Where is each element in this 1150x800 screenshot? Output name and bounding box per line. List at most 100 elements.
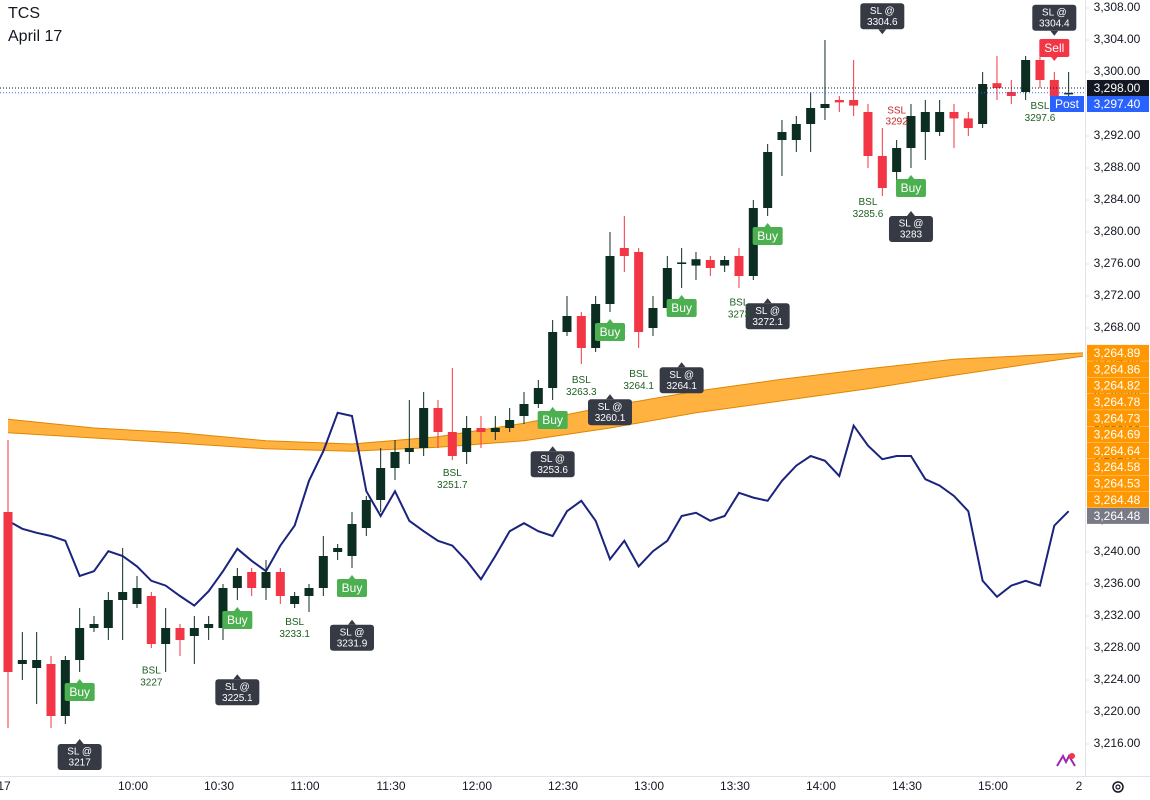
sl-label: SL @ <box>598 402 623 413</box>
candle-body <box>3 512 13 672</box>
buy-box <box>752 227 783 245</box>
sl-value: 3272.1 <box>752 317 783 328</box>
bsl-label: BSL <box>859 197 878 208</box>
gear-hub <box>1115 784 1121 790</box>
ribbon-price-label: 3,264.48 <box>1094 493 1141 507</box>
stop-loss: SL @3225.1 <box>215 674 260 706</box>
sell-box <box>1039 39 1070 57</box>
sl-pointer <box>548 446 557 452</box>
candle-body <box>447 432 457 456</box>
buy-label: Buy <box>671 301 692 315</box>
candle-body <box>920 112 930 132</box>
candle-body <box>419 408 429 448</box>
y-tick-label: 3,216.00 <box>1094 736 1141 750</box>
sl-box <box>860 3 905 30</box>
post-tag-box <box>1050 96 1084 112</box>
candle-body <box>849 100 859 106</box>
x-tick-label: 15:00 <box>978 779 1008 793</box>
buy-label: Buy <box>901 181 922 195</box>
buy-box <box>666 299 697 317</box>
sl-box <box>1032 4 1077 31</box>
buy-label: Buy <box>342 581 363 595</box>
sl-value: 3264.1 <box>666 381 697 392</box>
candle-body <box>232 576 242 588</box>
candle-body <box>32 660 42 668</box>
sl-box <box>329 624 374 651</box>
buy-signal: Buy <box>666 295 697 317</box>
stop-loss: SL @3260.1 <box>587 394 632 426</box>
sl-box <box>215 679 260 706</box>
candle-body <box>834 100 844 103</box>
y-tick-label: 3,308.00 <box>1094 0 1141 14</box>
sl-label: SL @ <box>225 682 250 693</box>
candle-body <box>275 572 285 596</box>
candle-body <box>720 260 730 266</box>
sl-pointer <box>233 674 242 680</box>
candle-body <box>433 408 443 432</box>
candle-body <box>935 112 945 132</box>
candle-body <box>175 628 185 640</box>
buy-pointer <box>548 407 557 412</box>
ribbon-base-price-label: 3,264.48 <box>1094 509 1141 523</box>
sl-pointer <box>75 739 84 744</box>
settings-icon[interactable] <box>1112 781 1124 793</box>
buy-pointer <box>75 679 84 684</box>
buy-label: Buy <box>227 613 248 627</box>
y-tick-label: 3,292.00 <box>1094 128 1141 142</box>
stop-loss: SL @3231.9 <box>329 619 374 651</box>
sl-pointer <box>906 211 915 216</box>
sl-value: 3253.6 <box>537 465 568 476</box>
sl-value: 3304.6 <box>867 17 898 28</box>
ribbon-price-box <box>1087 458 1149 475</box>
ssl-label: SSL <box>887 106 906 117</box>
buy-pointer <box>347 575 356 580</box>
ribbon-price-box <box>1087 361 1149 378</box>
bsl-label: BSL <box>142 666 161 677</box>
sl-value: 3225.1 <box>222 693 253 704</box>
buy-pointer <box>906 175 915 180</box>
candle-body <box>1021 60 1031 92</box>
post-tag: Post <box>1055 97 1080 111</box>
sl-pointer <box>347 619 356 625</box>
candle-body <box>892 148 902 172</box>
candle-body <box>118 592 128 600</box>
candle-body <box>46 664 56 716</box>
sell-pointer <box>1050 56 1059 61</box>
buy-pointer <box>763 223 772 228</box>
ribbon-price-box <box>1087 410 1149 427</box>
buy-box <box>222 611 253 629</box>
bsl-value: 3227 <box>140 678 163 689</box>
buy-signal: Buy <box>537 407 568 429</box>
candle-body <box>763 152 773 208</box>
sl-label: SL @ <box>899 219 924 230</box>
candle-body <box>619 248 629 256</box>
ribbon-fill <box>8 352 1083 452</box>
logo <box>1056 753 1076 767</box>
bsl-value: 3285.6 <box>853 209 884 220</box>
candle-body <box>476 428 486 432</box>
bsl-value: 3233.1 <box>279 629 310 640</box>
candle-body <box>376 468 386 500</box>
candle-body <box>978 84 988 124</box>
candle-body <box>490 428 500 432</box>
ribbon-price-box <box>1087 344 1149 361</box>
buy-label: Buy <box>542 413 563 427</box>
ribbon-price-box <box>1087 377 1149 394</box>
candle-body <box>677 262 687 264</box>
ribbon-price-label: 3,264.73 <box>1094 411 1141 425</box>
sell-signal: Sell <box>1039 39 1070 61</box>
x-tick-label: 14:00 <box>806 779 836 793</box>
stop-loss: SL @3217 <box>57 739 102 770</box>
ribbon-price-label: 3,264.78 <box>1094 395 1141 409</box>
y-tick-label: 3,228.00 <box>1094 640 1141 654</box>
stop-loss: SL @3283 <box>888 211 933 242</box>
sl-pointer <box>605 394 614 400</box>
logo-icon[interactable] <box>1056 753 1076 767</box>
sl-box <box>530 451 575 478</box>
ribbon-price-label: 3,264.58 <box>1094 460 1141 474</box>
candle-body <box>505 420 515 428</box>
ribbon-price-label: 3,264.64 <box>1094 444 1141 458</box>
